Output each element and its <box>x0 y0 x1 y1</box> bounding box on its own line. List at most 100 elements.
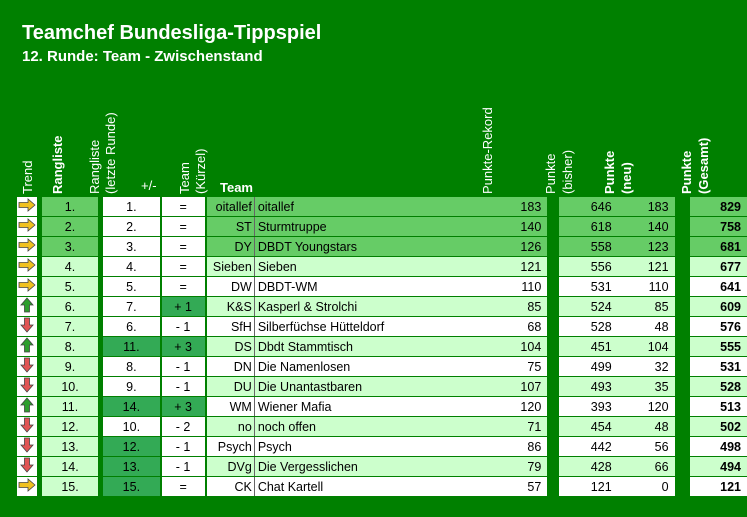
team-short-cell: SfH <box>206 316 255 337</box>
points-prev-cell: 442 <box>558 436 618 457</box>
spacer <box>547 436 559 457</box>
header-plusminus: +/- <box>141 178 157 193</box>
trend-cell <box>17 436 37 457</box>
table-row: 4. 4. = Sieben Sieben 121 556 121 677 <box>17 256 747 277</box>
team-name-cell: Sturmtruppe <box>253 216 499 237</box>
header-rangliste: Rangliste <box>50 135 65 194</box>
plusminus-cell: = <box>161 216 205 237</box>
points-prev-cell: 121 <box>558 476 618 497</box>
trend-cell <box>17 197 37 217</box>
points-prev-cell: 428 <box>558 456 618 477</box>
spacer <box>674 256 690 277</box>
spacer <box>547 296 559 317</box>
plusminus-cell: - 1 <box>161 316 205 337</box>
page-title: Teamchef Bundesliga-Tippspiel <box>22 22 322 44</box>
prev-rank-cell: 12. <box>103 436 160 457</box>
prev-rank-cell: 9. <box>103 376 160 397</box>
spacer <box>674 216 690 237</box>
header-gesamt: Punkte <box>679 150 694 194</box>
spacer <box>547 456 559 477</box>
spacer <box>159 197 162 217</box>
spacer <box>547 336 559 357</box>
spacer <box>98 336 104 357</box>
spacer <box>204 356 207 377</box>
team-name-cell: Chat Kartell <box>253 476 499 497</box>
spacer <box>204 456 207 477</box>
record-cell: 75 <box>498 356 548 377</box>
team-short-cell: K&S <box>206 296 255 317</box>
team-short-cell: no <box>206 416 255 437</box>
spacer <box>98 456 104 477</box>
plusminus-cell: = <box>161 476 205 497</box>
points-new-cell: 0 <box>617 476 675 497</box>
rank-cell: 6. <box>41 296 99 317</box>
spacer <box>36 436 42 457</box>
team-short-cell: WM <box>206 396 255 417</box>
plusminus-cell: - 1 <box>161 376 205 397</box>
header-trend: Trend <box>20 160 35 194</box>
table-row: 11. 14. + 3 WM Wiener Mafia 120 393 120 513 <box>17 396 747 417</box>
trend-cell <box>17 456 37 477</box>
arrow-down-icon <box>20 457 34 473</box>
spacer <box>547 356 559 377</box>
team-name-cell: Die Vergesslichen <box>253 456 499 477</box>
spacer <box>547 476 559 497</box>
record-cell: 57 <box>498 476 548 497</box>
prev-rank-cell: 3. <box>103 236 160 257</box>
spacer <box>36 256 42 277</box>
arrow-down-icon <box>20 357 34 373</box>
prev-rank-cell: 4. <box>103 256 160 277</box>
table-row: 8. 11. + 3 DS Dbdt Stammtisch 104 451 104 555 <box>17 336 747 357</box>
team-name-cell: Die Namenlosen <box>253 356 499 377</box>
team-name-cell: noch offen <box>253 416 499 437</box>
spacer <box>204 476 207 497</box>
arrow-down-icon <box>20 377 34 393</box>
points-new-cell: 32 <box>617 356 675 377</box>
spacer <box>674 197 690 217</box>
spacer <box>204 236 207 257</box>
team-name-cell: Dbdt Stammtisch <box>253 336 499 357</box>
header-rekord: Punkte-Rekord <box>480 107 495 194</box>
arrow-up-icon <box>20 397 34 413</box>
arrow-right-icon <box>18 238 36 252</box>
rank-cell: 3. <box>41 236 99 257</box>
trend-cell <box>17 476 37 497</box>
rank-cell: 7. <box>41 316 99 337</box>
team-short-cell: CK <box>206 476 255 497</box>
spacer <box>98 316 104 337</box>
points-total-cell: 681 <box>689 236 747 257</box>
points-new-cell: 104 <box>617 336 675 357</box>
spacer <box>98 256 104 277</box>
prev-rank-cell: 8. <box>103 356 160 377</box>
points-new-cell: 120 <box>617 396 675 417</box>
prev-rank-cell: 1. <box>103 197 160 217</box>
spacer <box>98 356 104 377</box>
team-short-cell: oitallef <box>206 197 255 217</box>
spacer <box>159 296 162 317</box>
team-short-cell: DU <box>206 376 255 397</box>
record-cell: 120 <box>498 396 548 417</box>
team-short-cell: DY <box>206 236 255 257</box>
points-prev-cell: 618 <box>558 216 618 237</box>
spacer <box>674 416 690 437</box>
trend-cell <box>17 236 37 257</box>
spacer <box>204 416 207 437</box>
table-row: 5. 5. = DW DBDT-WM 110 531 110 641 <box>17 276 747 297</box>
points-new-cell: 183 <box>617 197 675 217</box>
trend-cell <box>17 376 37 397</box>
spacer <box>674 276 690 297</box>
spacer <box>159 376 162 397</box>
rank-cell: 10. <box>41 376 99 397</box>
trend-cell <box>17 256 37 277</box>
rank-cell: 11. <box>41 396 99 417</box>
trend-cell <box>17 416 37 437</box>
record-cell: 110 <box>498 276 548 297</box>
spacer <box>159 236 162 257</box>
points-total-cell: 513 <box>689 396 747 417</box>
spacer <box>36 456 42 477</box>
spacer <box>98 276 104 297</box>
rank-cell: 4. <box>41 256 99 277</box>
trend-cell <box>17 316 37 337</box>
spacer <box>204 256 207 277</box>
team-name-cell: oitallef <box>253 197 499 217</box>
